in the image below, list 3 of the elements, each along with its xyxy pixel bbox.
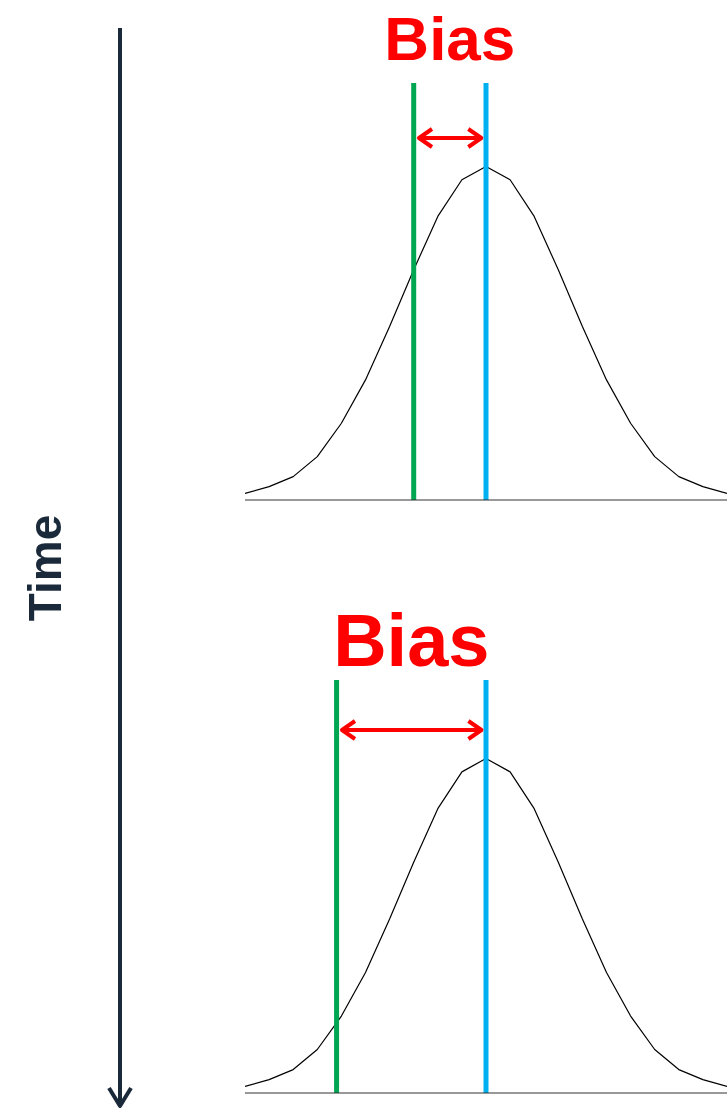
text: Time: [18, 513, 72, 624]
text: Bias: [332, 599, 491, 682]
text: Bias: [383, 4, 517, 73]
